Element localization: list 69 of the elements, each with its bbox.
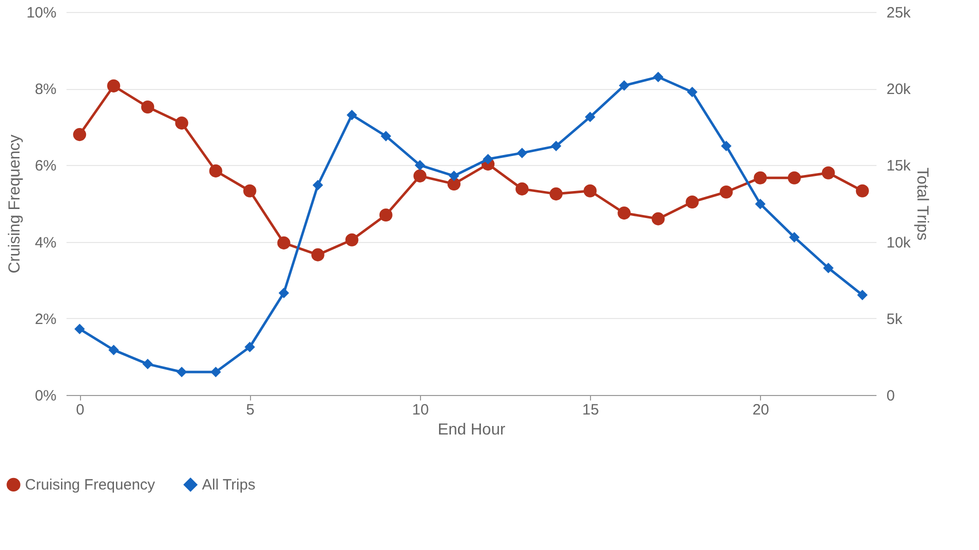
x-axis-title: End Hour	[438, 422, 506, 438]
y-tick-label: 0%	[34, 388, 56, 404]
legend-label: Cruising Frequency	[25, 476, 156, 494]
point	[652, 212, 665, 226]
x-tick-label: 20	[752, 402, 770, 418]
point	[550, 140, 562, 152]
point	[447, 177, 460, 190]
point	[584, 184, 597, 198]
point	[108, 344, 119, 356]
point	[618, 80, 630, 91]
x-tick-label: 15	[582, 402, 599, 418]
point	[210, 366, 221, 378]
y-tick-label: 10%	[26, 4, 56, 22]
point	[584, 112, 596, 122]
y-tick-label: 8%	[34, 81, 56, 98]
y-tick-label: 4%	[34, 234, 56, 252]
point	[789, 232, 800, 242]
point	[754, 171, 767, 184]
point	[142, 358, 153, 370]
point	[312, 180, 324, 190]
point	[73, 128, 86, 142]
point	[243, 184, 256, 198]
point	[345, 233, 358, 246]
point	[74, 324, 85, 334]
point	[414, 160, 426, 170]
y2-tick-label: 10k	[886, 234, 912, 252]
y2-tick-label: 15k	[886, 158, 912, 175]
point	[823, 262, 834, 274]
point	[550, 187, 563, 200]
point	[380, 130, 392, 142]
y-tick-label: 2%	[34, 310, 56, 328]
point	[788, 171, 801, 184]
point	[755, 198, 766, 210]
y-axis-title: Cruising Frequency	[6, 134, 24, 274]
point	[277, 236, 290, 250]
point	[516, 148, 528, 158]
y-tick-label: 6%	[34, 158, 56, 175]
point	[278, 288, 290, 298]
y2-axis-title: Total Trips	[914, 168, 931, 240]
y2-tick-label: 25k	[886, 4, 912, 22]
y2-tick-label: 0	[886, 388, 895, 404]
point	[686, 195, 699, 208]
x-tick-label: 5	[246, 402, 254, 418]
point	[721, 140, 732, 152]
point	[413, 169, 426, 182]
y2-tick-label: 5k	[886, 310, 903, 328]
x-tick-label: 0	[76, 402, 84, 418]
point	[379, 208, 392, 222]
point	[686, 86, 698, 98]
point	[244, 342, 256, 352]
point	[209, 164, 222, 178]
point	[107, 79, 120, 92]
point	[482, 154, 494, 164]
y2-tick-label: 20k	[886, 81, 912, 98]
legend-label: All Trips	[202, 476, 256, 494]
point	[141, 100, 154, 114]
x-tick-label: 10	[412, 402, 429, 418]
point	[822, 166, 835, 180]
point	[346, 110, 358, 120]
point	[448, 170, 460, 182]
point	[311, 248, 324, 262]
point	[176, 366, 187, 378]
point	[857, 290, 868, 300]
point	[516, 182, 529, 196]
point	[175, 116, 188, 130]
point	[856, 184, 869, 198]
point	[618, 206, 631, 220]
point	[720, 186, 733, 199]
point	[652, 72, 664, 82]
